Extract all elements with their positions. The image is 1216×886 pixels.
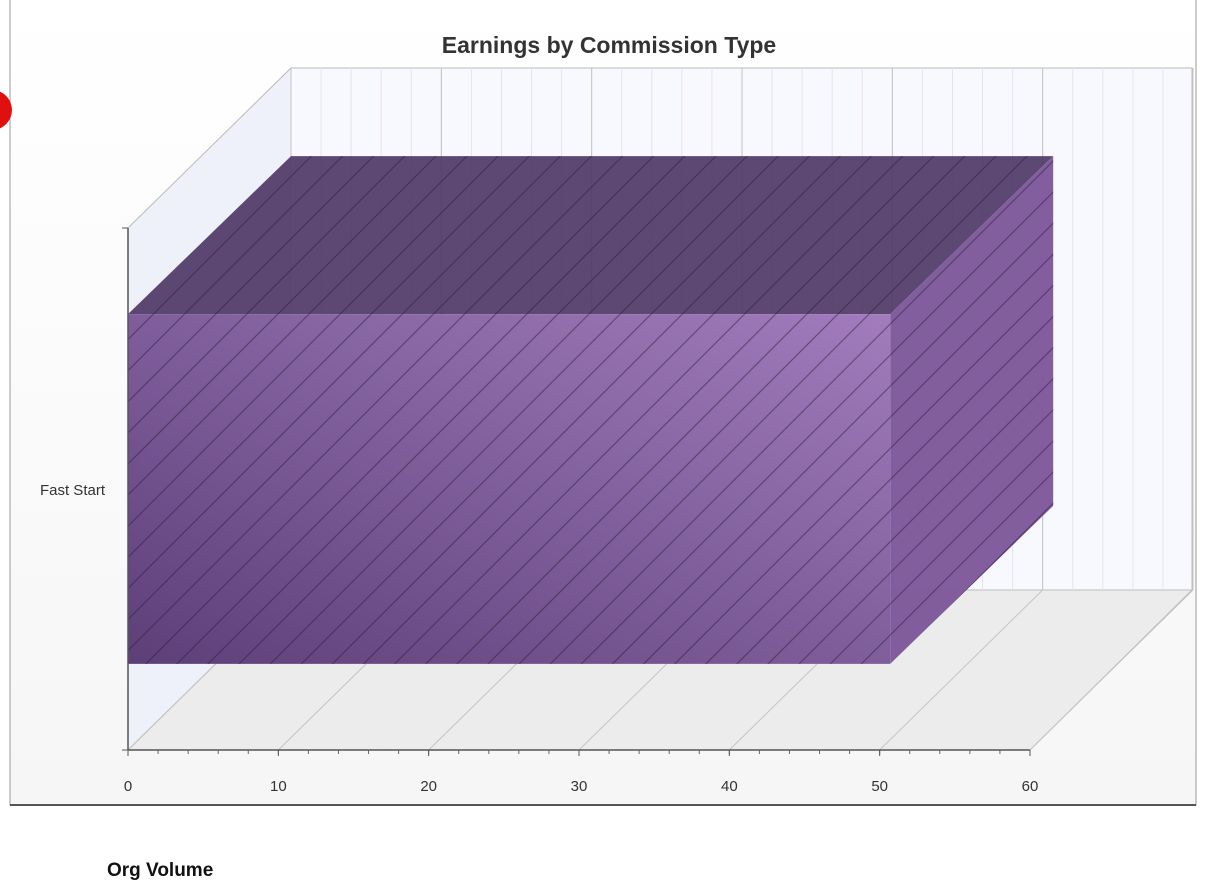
- chart-title: Earnings by Commission Type: [442, 32, 776, 58]
- x-tick-label: 30: [571, 778, 588, 795]
- bar-hatch: [128, 314, 891, 664]
- x-tick-label: 10: [270, 778, 287, 795]
- section-label: Org Volume: [107, 860, 213, 881]
- y-tick-label: Fast Start: [40, 482, 106, 499]
- x-tick-label: 60: [1022, 778, 1039, 795]
- bar-side-hatch: [890, 156, 1054, 664]
- floor-grid-line: [1029, 589, 1194, 751]
- x-tick-label: 0: [124, 778, 132, 795]
- x-tick-label: 20: [420, 778, 437, 795]
- bar-top-hatch: [128, 156, 1054, 315]
- status-badge: [0, 91, 12, 129]
- x-tick-label: 50: [871, 778, 888, 795]
- floor-grid-line: [879, 589, 1044, 751]
- x-tick-label: 40: [721, 778, 738, 795]
